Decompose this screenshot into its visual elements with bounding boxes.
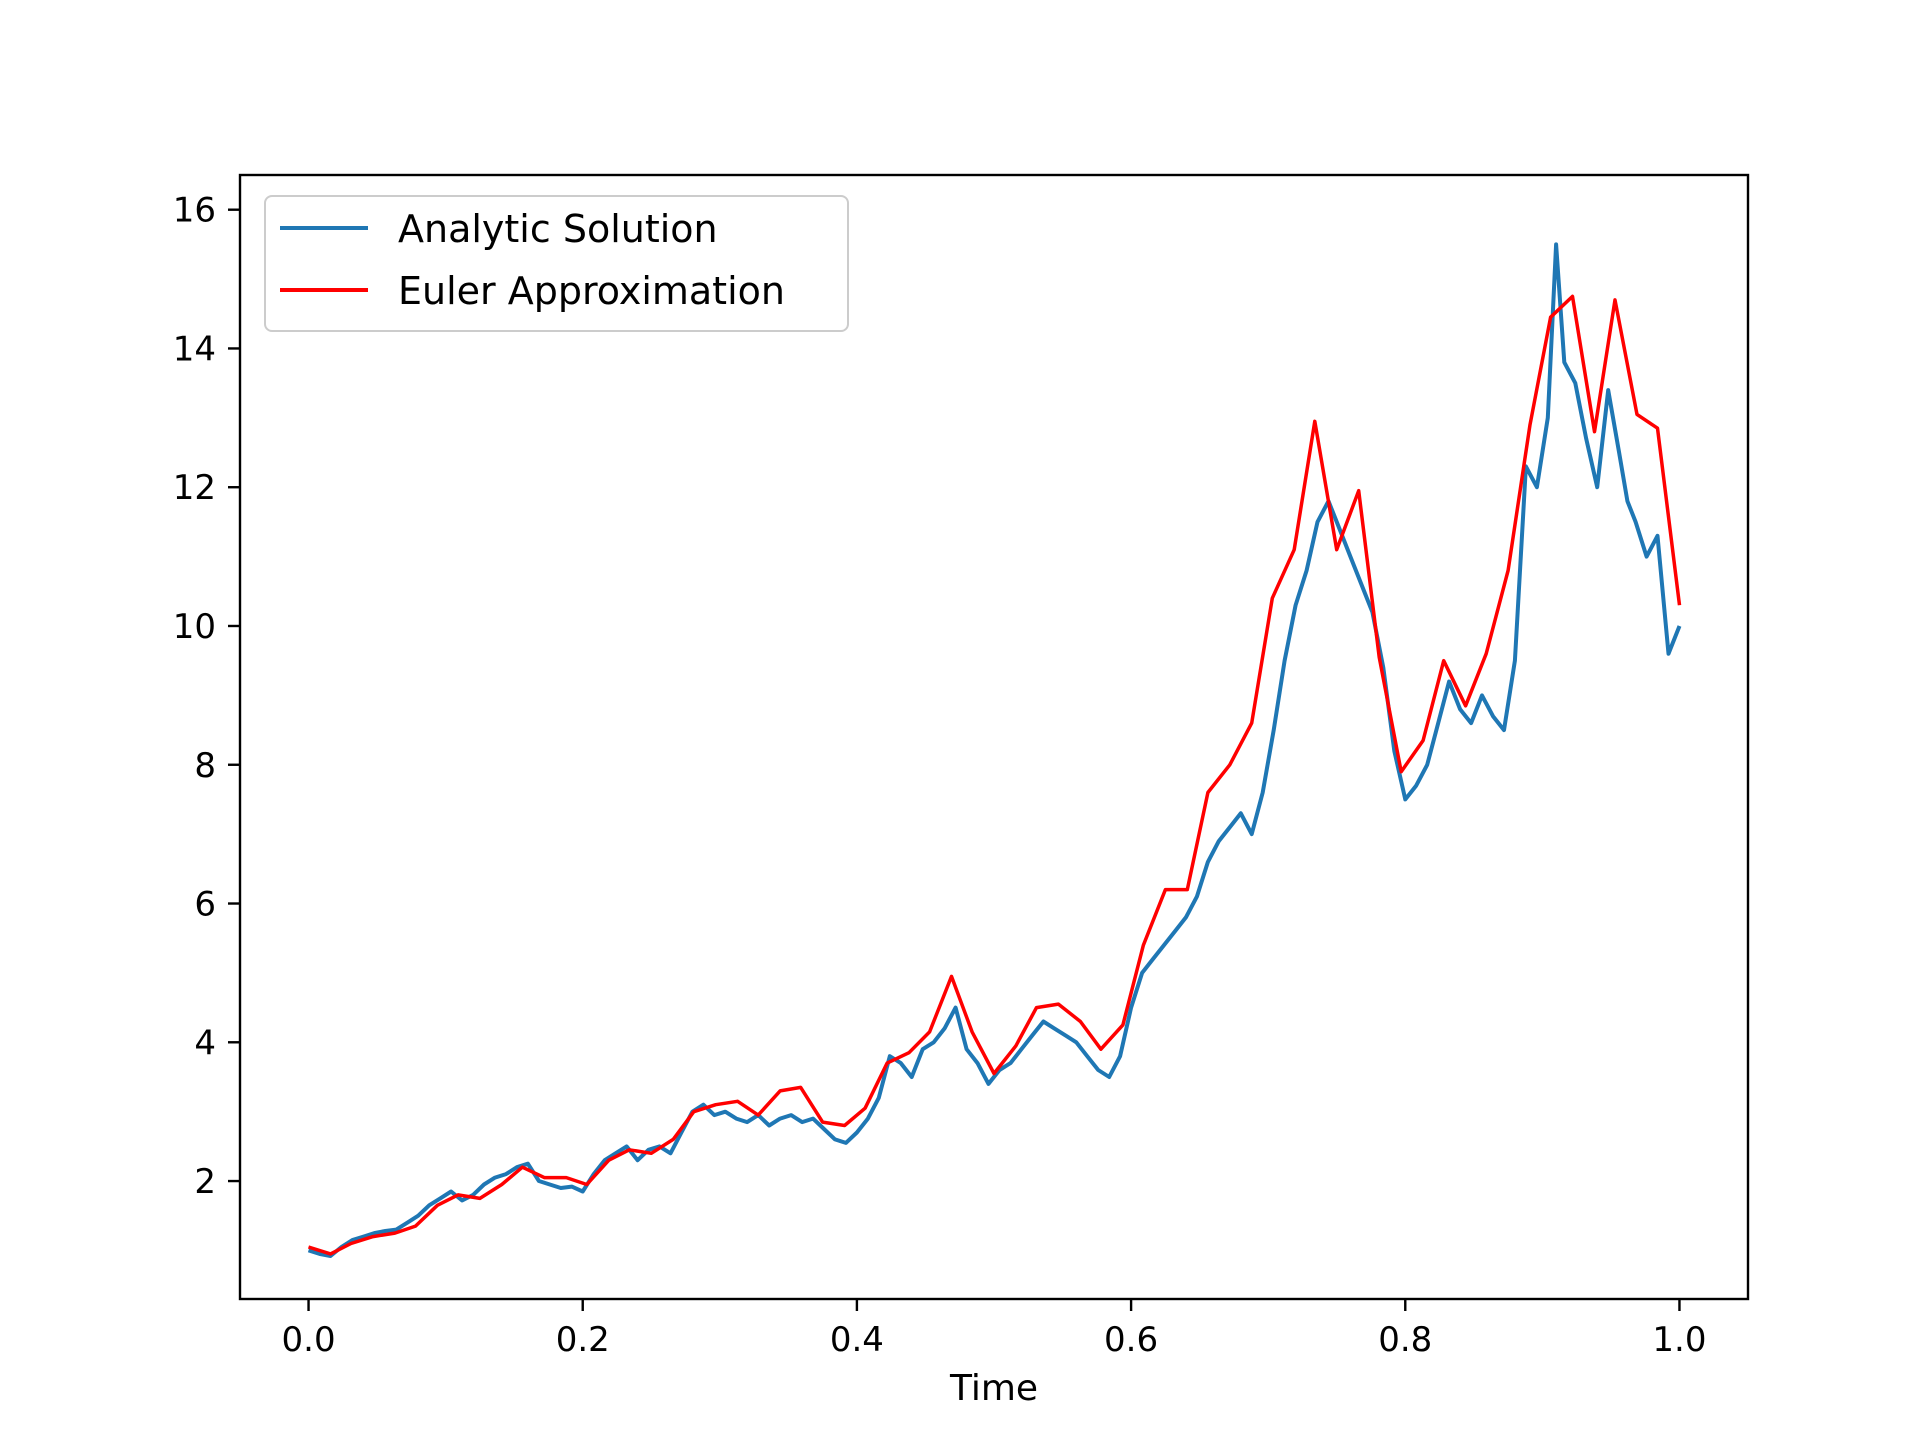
axes-frame xyxy=(238,173,1750,1301)
y-tick-label: 12 xyxy=(173,468,216,508)
legend-label-euler: Euler Approximation xyxy=(398,269,785,313)
series-line-euler-approximation xyxy=(307,294,1682,1256)
x-tick-label: 0.2 xyxy=(556,1320,610,1360)
y-tick-label: 4 xyxy=(194,1023,216,1063)
x-tick-label: 0.6 xyxy=(1104,1320,1158,1360)
y-axis: 2 4 6 8 10 12 14 16 xyxy=(173,191,240,1202)
y-tick-label: 2 xyxy=(194,1162,216,1202)
y-tick-label: 10 xyxy=(173,607,216,647)
legend-box xyxy=(264,195,849,332)
x-axis: 0.0 0.2 0.4 0.6 0.8 1.0 xyxy=(282,1299,1706,1360)
x-tick-label: 0.0 xyxy=(282,1320,336,1360)
y-tick-label: 6 xyxy=(194,885,216,925)
series-line-analytic-solution xyxy=(307,242,1682,1258)
y-tick-label: 16 xyxy=(173,191,216,231)
x-axis-label: Time xyxy=(949,1368,1038,1409)
legend: Analytic Solution Euler Approximation xyxy=(264,195,849,332)
x-tick-label: 0.8 xyxy=(1378,1320,1432,1360)
plot-area xyxy=(238,173,1750,1301)
x-tick-label: 0.4 xyxy=(830,1320,884,1360)
y-tick-label: 14 xyxy=(173,329,216,369)
legend-label-analytic: Analytic Solution xyxy=(398,207,718,251)
y-tick-label: 8 xyxy=(194,746,216,786)
x-tick-label: 1.0 xyxy=(1652,1320,1706,1360)
series-layer xyxy=(307,242,1682,1258)
